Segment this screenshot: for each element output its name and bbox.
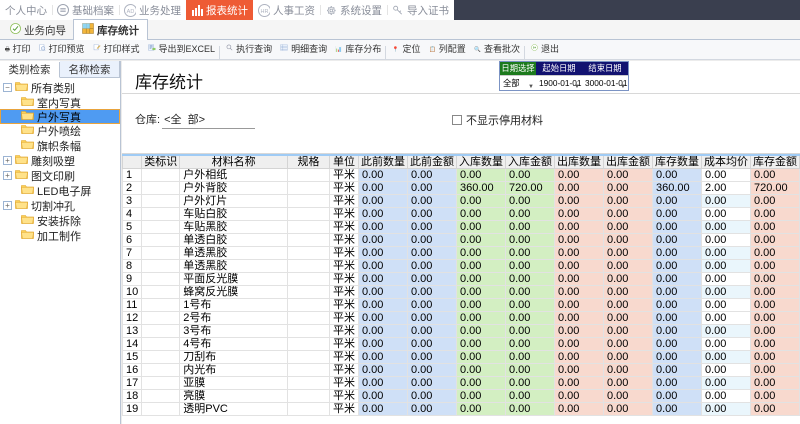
svg-text:HR: HR <box>261 9 269 15</box>
svg-text:AD: AD <box>127 9 135 15</box>
